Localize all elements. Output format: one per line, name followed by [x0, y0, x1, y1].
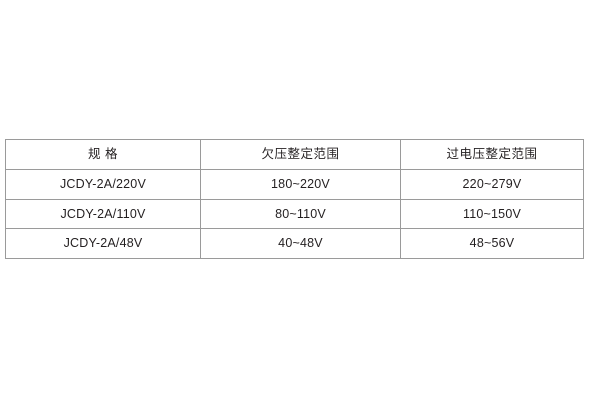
cell-model: JCDY-2A/48V — [5, 228, 201, 259]
cell-overvoltage: 110~150V — [400, 198, 584, 229]
cell-undervoltage-value: 40~48V — [278, 236, 323, 250]
table-row: JCDY-2A/220V 180~220V 220~279V — [5, 169, 584, 200]
cell-undervoltage: 40~48V — [200, 228, 401, 259]
specification-table-container: 规 格 欠压整定范围 过电压整定范围 JCDY-2A/220V — [5, 139, 584, 259]
column-header-overvoltage: 过电压整定范围 — [400, 139, 584, 170]
cell-undervoltage: 180~220V — [200, 169, 401, 200]
cell-model: JCDY-2A/110V — [5, 198, 201, 229]
column-header-undervoltage-label: 欠压整定范围 — [261, 147, 340, 162]
cell-overvoltage: 48~56V — [400, 228, 584, 259]
cell-model: JCDY-2A/220V — [5, 169, 201, 200]
cell-model-value: JCDY-2A/110V — [60, 206, 146, 221]
column-header-overvoltage-label: 过电压整定范围 — [446, 147, 538, 162]
column-header-model-label: 规 格 — [88, 147, 118, 162]
cell-overvoltage-value: 220~279V — [462, 177, 522, 191]
cell-overvoltage-value: 48~56V — [469, 236, 515, 250]
column-header-model: 规 格 — [5, 139, 201, 170]
specification-table: 规 格 欠压整定范围 过电压整定范围 JCDY-2A/220V — [5, 139, 584, 259]
cell-undervoltage: 80~110V — [200, 198, 401, 229]
table-body: JCDY-2A/220V 180~220V 220~279V JCDY-2A/1… — [5, 169, 584, 259]
cell-undervoltage-value: 180~220V — [271, 177, 330, 191]
column-header-undervoltage: 欠压整定范围 — [200, 139, 401, 170]
cell-model-value: JCDY-2A/220V — [59, 177, 146, 191]
table-header: 规 格 欠压整定范围 过电压整定范围 — [5, 139, 584, 170]
cell-overvoltage: 220~279V — [400, 169, 584, 200]
cell-model-value: JCDY-2A/48V — [63, 236, 143, 250]
table-row: JCDY-2A/48V 40~48V 48~56V — [5, 228, 584, 259]
table-header-row: 规 格 欠压整定范围 过电压整定范围 — [5, 139, 584, 170]
cell-overvoltage-value: 110~150V — [462, 206, 522, 221]
table-row: JCDY-2A/110V 80~110V 110~150V — [5, 198, 584, 229]
cell-undervoltage-value: 80~110V — [275, 206, 326, 221]
